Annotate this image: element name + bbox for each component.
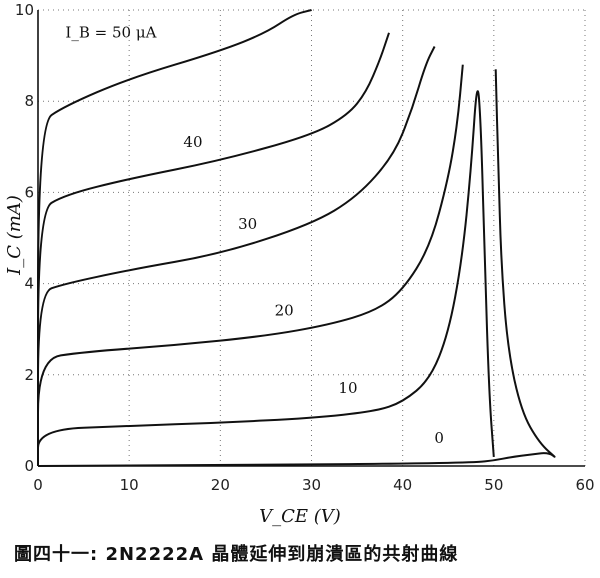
y-axis-title: I_C (mA) [4,195,25,276]
x-tick-label: 20 [211,476,230,494]
curves [36,9,556,467]
curve-label-1: 40 [183,133,202,151]
x-tick-label: 40 [393,476,412,494]
curve-ib-2 [36,46,436,467]
x-axis-title: V_CE (V) [259,506,341,527]
tick-labels: 0 10 20 30 40 50 60 0 2 4 6 8 10 [15,1,595,494]
curve-ib-3 [37,64,464,467]
curve-ib-1 [36,32,390,467]
y-tick-label: 2 [24,366,34,384]
x-tick-label: 0 [33,476,43,494]
curve-ib-5 [37,69,556,467]
y-tick-label: 6 [24,183,34,201]
y-tick-label: 0 [24,457,34,475]
x-tick-label: 10 [120,476,139,494]
curve-label-2: 30 [238,215,257,233]
x-tick-label: 60 [575,476,594,494]
grid-lines [37,9,586,467]
y-tick-label: 10 [15,1,34,19]
figure-caption: 圖四十一: 2N2222A 晶體延伸到崩潰區的共射曲線 [14,544,459,565]
x-tick-label: 30 [302,476,321,494]
curve-label-3: 20 [275,302,294,320]
chart: 0 10 20 30 40 50 60 0 2 4 6 8 10 I_B = 50 μA 40 30 20 10… [4,1,595,527]
y-tick-label: 8 [24,92,34,110]
y-tick-label: 4 [24,275,34,293]
x-tick-label: 50 [484,476,503,494]
curve-label-0: I_B = 50 μA [65,23,156,41]
curve-label-4: 10 [338,379,357,397]
curve-label-5: 0 [434,429,444,447]
curve-ib-4 [37,90,495,467]
curve-labels: I_B = 50 μA 40 30 20 10 0 [65,23,443,447]
axes [37,10,585,467]
